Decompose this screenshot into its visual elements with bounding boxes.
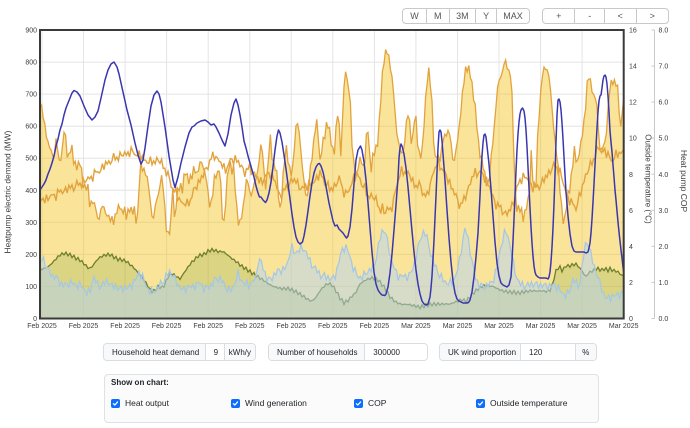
svg-text:700: 700 [25, 92, 37, 99]
svg-text:Feb 2025: Feb 2025 [27, 323, 57, 330]
svg-text:900: 900 [25, 28, 37, 35]
svg-text:14: 14 [629, 64, 637, 71]
svg-text:5.0: 5.0 [659, 136, 669, 143]
svg-text:4: 4 [629, 244, 633, 251]
svg-text:Outside temperature (°C): Outside temperature (°C) [644, 134, 653, 224]
svg-text:3.0: 3.0 [659, 208, 669, 215]
svg-text:4.0: 4.0 [659, 172, 669, 179]
svg-text:Mar 2025: Mar 2025 [401, 323, 431, 330]
svg-text:6.0: 6.0 [659, 100, 669, 107]
svg-text:600: 600 [25, 124, 37, 131]
svg-text:0: 0 [33, 316, 37, 323]
svg-text:Feb 2025: Feb 2025 [193, 323, 223, 330]
svg-text:16: 16 [629, 28, 637, 35]
svg-text:1.0: 1.0 [659, 280, 669, 287]
svg-text:300: 300 [25, 220, 37, 227]
svg-text:100: 100 [25, 284, 37, 291]
svg-text:2: 2 [629, 280, 633, 287]
svg-text:7.0: 7.0 [659, 64, 669, 71]
svg-text:400: 400 [25, 188, 37, 195]
svg-text:Feb 2025: Feb 2025 [69, 323, 99, 330]
svg-text:800: 800 [25, 60, 37, 67]
svg-text:Mar 2025: Mar 2025 [526, 323, 556, 330]
svg-text:10: 10 [629, 136, 637, 143]
svg-text:6: 6 [629, 208, 633, 215]
svg-text:500: 500 [25, 156, 37, 163]
svg-text:200: 200 [25, 252, 37, 259]
svg-text:2.0: 2.0 [659, 244, 669, 251]
svg-text:Mar 2025: Mar 2025 [609, 323, 639, 330]
svg-text:8.0: 8.0 [659, 28, 669, 35]
svg-text:0.0: 0.0 [659, 316, 669, 323]
svg-text:Feb 2025: Feb 2025 [277, 323, 307, 330]
svg-text:Heat pump COP: Heat pump COP [679, 150, 689, 213]
svg-text:Feb 2025: Feb 2025 [318, 323, 348, 330]
svg-text:Mar 2025: Mar 2025 [567, 323, 597, 330]
svg-text:Feb 2025: Feb 2025 [152, 323, 182, 330]
svg-text:Feb 2025: Feb 2025 [360, 323, 390, 330]
svg-text:Heatpump electric demand (MW): Heatpump electric demand (MW) [3, 130, 13, 253]
svg-text:Feb 2025: Feb 2025 [110, 323, 140, 330]
svg-text:Feb 2025: Feb 2025 [235, 323, 265, 330]
svg-text:8: 8 [629, 172, 633, 179]
svg-text:0: 0 [629, 316, 633, 323]
svg-text:Mar 2025: Mar 2025 [443, 323, 473, 330]
svg-text:Mar 2025: Mar 2025 [484, 323, 514, 330]
svg-text:12: 12 [629, 100, 637, 107]
